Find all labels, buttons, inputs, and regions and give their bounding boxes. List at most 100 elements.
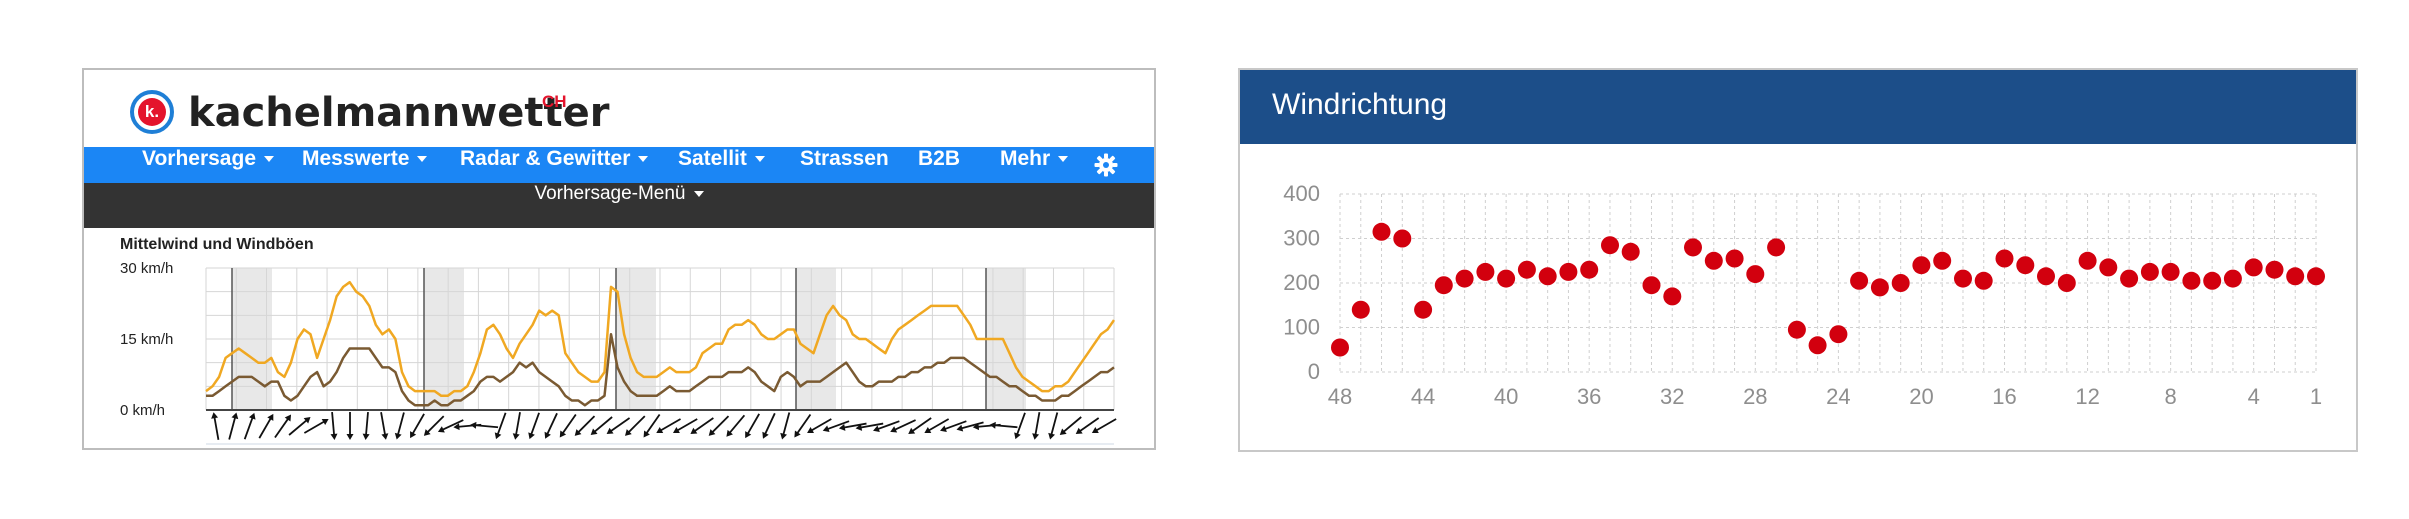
scatter-point <box>1933 251 1952 270</box>
wind-arrow <box>838 422 867 431</box>
wind-arrow <box>528 412 540 440</box>
x-tick-label: 48 <box>1328 384 1352 409</box>
scatter-point <box>2161 262 2180 281</box>
nav-label: Radar & Gewitter <box>460 147 631 170</box>
wind-arrow <box>1091 418 1117 434</box>
wind-arrow <box>574 415 596 436</box>
gear-icon[interactable] <box>1094 153 1118 177</box>
wind-arrow <box>362 411 370 440</box>
wind-arrow <box>708 415 730 436</box>
nav-item-vorhersage[interactable]: Vorhersage <box>142 147 274 183</box>
scatter-point <box>1725 249 1744 268</box>
submenu-label: Vorhersage-Menü <box>534 183 686 204</box>
nav-item-b2b[interactable]: B2B <box>918 147 960 183</box>
wind-arrow <box>380 412 389 440</box>
scatter-point <box>1829 325 1848 344</box>
wind-arrow <box>855 422 884 431</box>
chevron-down-icon <box>693 190 704 197</box>
scatter-point <box>1372 222 1391 241</box>
nav-item-mehr[interactable]: Mehr <box>1000 147 1069 183</box>
scatter-point <box>1787 320 1806 339</box>
wind-arrow <box>656 418 681 434</box>
wind-arrow <box>590 416 613 435</box>
wind-arrow <box>606 417 631 435</box>
scatter-point <box>2223 269 2242 288</box>
wind-chart-title: Mittelwind und Windböen <box>120 236 314 253</box>
scatter-point <box>1642 276 1661 295</box>
x-tick-label: 16 <box>1992 384 2016 409</box>
wind-arrow <box>762 412 776 439</box>
nav-label: Mehr <box>1000 147 1051 170</box>
scatter-point <box>1476 262 1495 281</box>
scatter-point <box>2203 271 2222 290</box>
scatter-point <box>2286 267 2305 286</box>
wind-arrow <box>794 414 812 438</box>
scatter-point <box>2265 260 2284 279</box>
wind-arrow <box>410 413 425 439</box>
scatter-point <box>1870 278 1889 297</box>
scatter-point <box>1621 242 1640 261</box>
scatter-point <box>1517 260 1536 279</box>
wind-arrow <box>346 412 354 440</box>
x-tick-label: 28 <box>1743 384 1767 409</box>
scatter-point <box>2099 258 2118 277</box>
scatter-point <box>1954 269 1972 288</box>
wind-arrow <box>1032 412 1041 440</box>
scatter-point <box>1538 267 1557 286</box>
scatter-point <box>1684 238 1702 257</box>
nav-item-radar[interactable]: Radar & Gewitter <box>460 147 649 183</box>
brand-logo-icon[interactable]: k. <box>130 90 174 134</box>
wind-arrow <box>956 421 984 432</box>
scatter-point <box>1559 262 1578 281</box>
wind-arrow <box>1014 412 1026 440</box>
scatter-point <box>1995 249 2014 268</box>
wind-speed-chart: 0 km/h 15 km/h 30 km/h <box>120 260 1117 445</box>
y-tick-label: 0 <box>1308 359 1320 384</box>
wind-direction-chart: 0 100 200 300 400 48 44 40 36 32 28 24 20 16 12 8 4 1 <box>1283 181 2325 409</box>
wind-arrow <box>559 414 577 438</box>
y-tick-label: 300 <box>1283 226 1320 251</box>
x-tick-label: 36 <box>1577 384 1601 409</box>
wind-arrow <box>1048 412 1059 440</box>
nav-label: Satellit <box>678 147 747 170</box>
wind-arrow <box>643 414 661 438</box>
scatter-point <box>1414 300 1433 319</box>
x-tick-label: 32 <box>1660 384 1684 409</box>
x-tick-label: 44 <box>1411 384 1435 409</box>
scatter-point <box>1891 274 1910 292</box>
scatter-point <box>1663 287 1682 306</box>
scatter-point <box>1601 236 1619 255</box>
nav-label: Strassen <box>800 147 889 170</box>
wind-arrow <box>873 420 900 433</box>
scatter-point <box>1704 251 1723 270</box>
wind-direction-widget: Windrichtung 0 100 200 300 400 48 44 40 36 32 28 2… <box>1238 68 2358 452</box>
wind-arrow <box>780 412 791 440</box>
wind-arrow <box>822 420 850 433</box>
y-tick-label: 15 km/h <box>120 331 173 348</box>
nav-item-messwerte[interactable]: Messwerte <box>302 147 428 183</box>
wind-arrow <box>1075 417 1100 435</box>
nav-item-satellit[interactable]: Satellit <box>678 147 765 183</box>
wind-arrow <box>437 419 464 433</box>
forecast-menu-toggle[interactable]: Vorhersage-Menü <box>84 183 1154 228</box>
wind-arrow <box>544 412 558 439</box>
nav-label: B2B <box>918 147 961 170</box>
logo-letter: k. <box>138 98 166 126</box>
x-tick-label: 8 <box>2165 384 2177 409</box>
wind-arrow <box>1059 416 1082 435</box>
brand-name[interactable]: kachelmannwetter <box>188 90 610 136</box>
nav-item-strassen[interactable]: Strassen <box>800 147 889 183</box>
scatter-point <box>2140 262 2159 281</box>
wind-arrow <box>989 421 1018 429</box>
scatter-point <box>2078 251 2097 270</box>
y-tick-label: 200 <box>1283 270 1320 295</box>
wind-arrow <box>908 417 932 435</box>
chevron-down-icon <box>1058 156 1069 163</box>
y-tick-label: 100 <box>1283 315 1320 340</box>
scatter-point <box>1974 271 1993 290</box>
y-tick-label: 400 <box>1283 181 1320 206</box>
scatter-point <box>1351 300 1370 319</box>
widget-title: Windrichtung <box>1272 88 1448 121</box>
scatter-point <box>1767 238 1786 257</box>
widget-header: Windrichtung <box>1240 70 2356 144</box>
